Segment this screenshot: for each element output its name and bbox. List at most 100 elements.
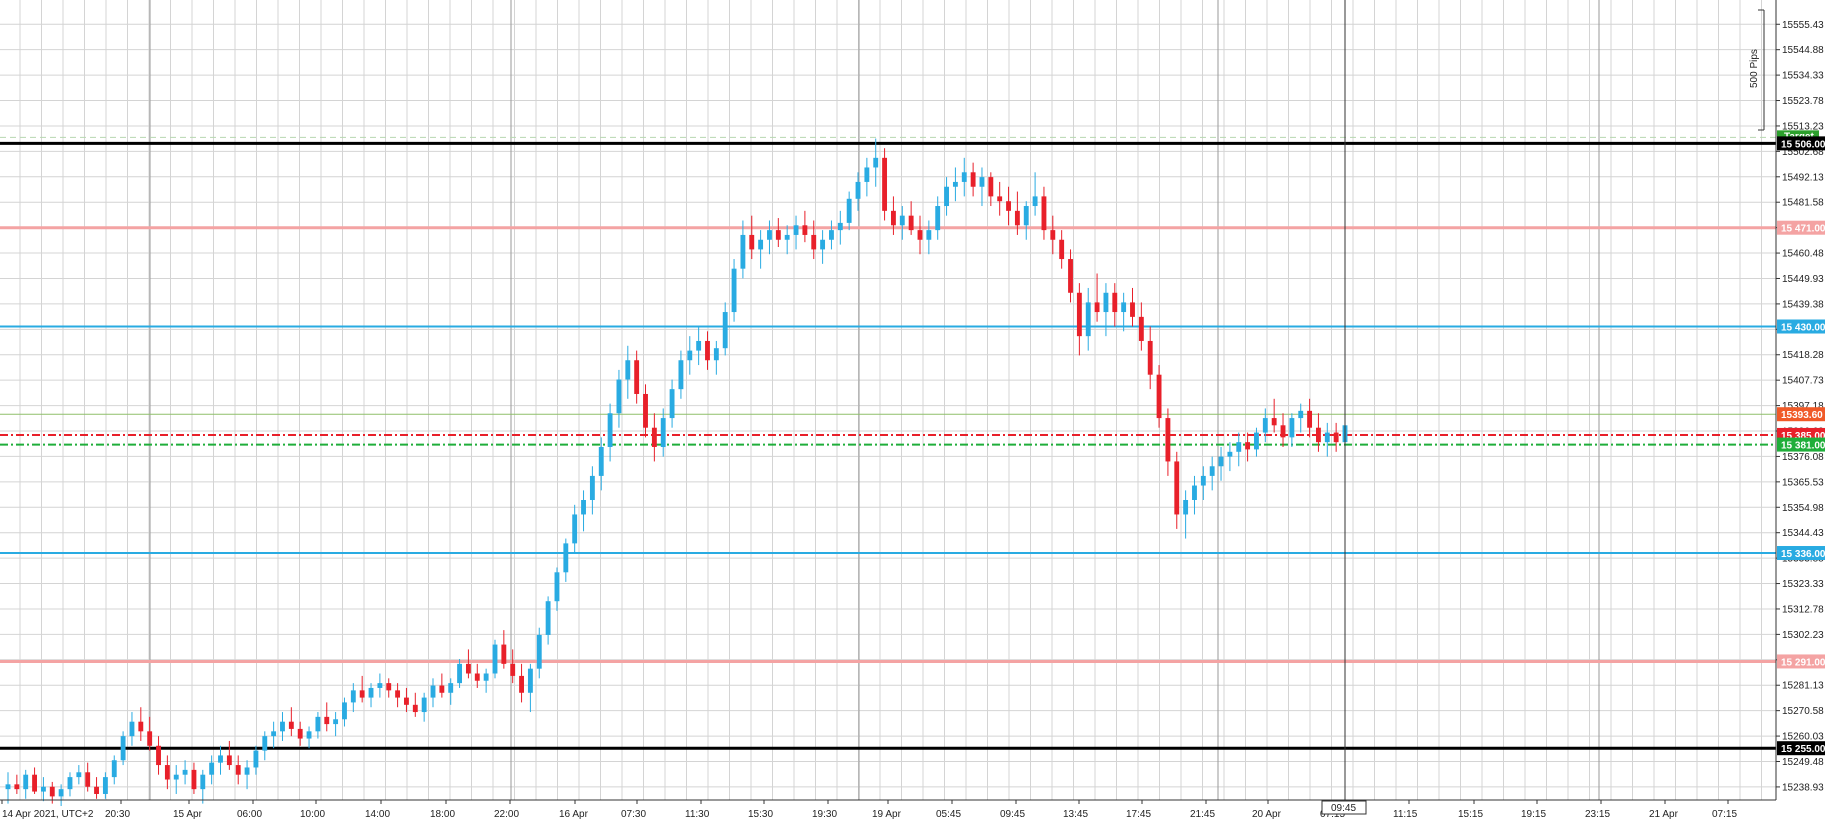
candle-body [855,181,861,199]
candle-body [67,777,73,790]
price-tick-label: 15302.23 [1782,630,1824,641]
candle-body [1307,410,1313,428]
time-tick-label: 22:00 [494,809,519,820]
candle-body [333,719,339,725]
candle-body [669,389,675,419]
candle-body [589,475,595,500]
candle-body [200,774,206,790]
price-tag[interactable] [1777,654,1825,669]
candle-body [563,543,569,573]
time-tick-label: 23:15 [1585,809,1610,820]
candle-body [1183,500,1189,515]
price-tag[interactable] [1777,220,1825,235]
candle-body [262,736,268,751]
price-tick-label: 15439.38 [1782,299,1824,310]
time-tick-label: 14 Apr 2021, UTC+2 [2,809,94,820]
candle-body [1209,466,1215,476]
session-separators [149,0,1600,800]
candle-body [1112,292,1118,313]
candle-body [474,673,480,681]
price-tag-label: 15 385.00 [1781,431,1826,442]
candle-body [820,239,826,250]
price-tag[interactable] [1777,546,1825,561]
price-levels[interactable] [0,136,1776,750]
candle-body [1227,451,1233,457]
candle-body [350,690,356,703]
candle-body [102,777,108,794]
price-tick-label: 15344.43 [1782,528,1824,539]
price-tick-label: 15513.23 [1782,121,1824,132]
candle-body [696,340,702,351]
target-tag[interactable] [1777,130,1819,142]
candle-body [191,769,197,790]
candle-body [94,786,99,794]
candle-body [501,644,507,664]
candle-body [76,772,82,778]
candle-body [545,601,551,635]
time-tick-label: 11:30 [685,809,710,820]
candle-body [164,765,170,780]
candle-body [625,360,631,380]
price-tag[interactable] [1777,437,1825,452]
candle-body [651,427,657,447]
candle-body [324,716,330,725]
candle-body [23,774,29,790]
price-tick-label: 15238.93 [1782,782,1824,793]
price-tag-label: 15 471.00 [1781,224,1826,235]
candle-body [386,683,392,691]
price-tick-label: 15354.98 [1782,503,1824,514]
price-tick-label: 15502.68 [1782,147,1824,158]
time-tick-label: 19 Apr [872,809,902,820]
time-tick-label: 10:00 [300,809,325,820]
candle-body [793,225,799,235]
candle-body [173,774,179,780]
candle-body [1006,201,1011,211]
price-tick-label: 15481.58 [1782,198,1824,209]
time-tick-label: 13:45 [1063,809,1088,820]
candle-body [837,222,843,231]
candle-body [536,634,542,669]
time-tick-label: 15:30 [748,809,773,820]
candle-body [1316,427,1321,443]
price-tick-label: 15555.43 [1782,20,1824,31]
price-tag[interactable] [1777,407,1825,422]
time-tick-label: 20:30 [105,809,130,820]
candle-body [421,697,427,713]
candle-body [457,663,463,684]
price-tag-label: 15 336.00 [1781,549,1826,560]
candle-body [1156,374,1162,419]
price-tag[interactable] [1777,741,1825,756]
price-tick-label: 15323.33 [1782,579,1824,590]
candle-body [767,230,772,240]
price-tag-label: 15393.60 [1781,410,1823,421]
candle-body [1032,196,1038,207]
price-tick-label: 15523.78 [1782,96,1824,107]
candle-body [802,225,808,235]
candle-body [1050,230,1056,240]
candle-body [722,312,728,349]
candles [5,138,1348,807]
candle-body [1192,485,1197,500]
candle-body [297,728,303,739]
time-tick-label: 15 Apr [173,809,203,820]
candle-body [218,755,223,763]
time-tick-label: 20 Apr [1252,809,1282,820]
candle-body [926,230,932,240]
candle-body [1068,259,1073,293]
price-tag[interactable] [1777,319,1825,334]
candle-body [40,786,46,792]
candle-body [182,769,188,775]
candle-body [1200,475,1206,486]
candle-body [492,644,498,674]
price-tag[interactable] [1777,136,1825,151]
candle-body [705,340,710,361]
candle-body [359,690,365,698]
candle-body [1324,432,1330,443]
candle-body [483,673,489,681]
candle-body [368,687,374,698]
candle-body [1014,210,1020,226]
price-tick-label: 15534.33 [1782,71,1824,82]
candle-body [882,157,888,211]
